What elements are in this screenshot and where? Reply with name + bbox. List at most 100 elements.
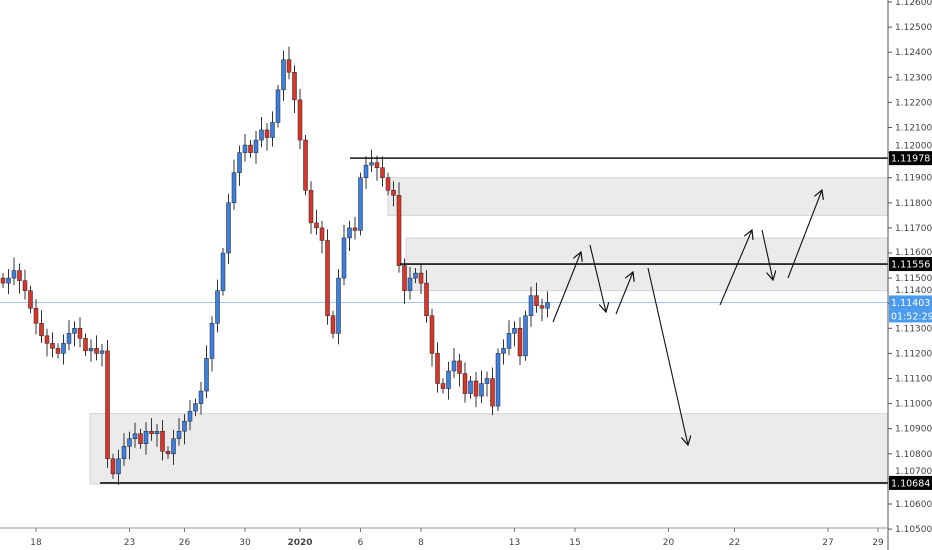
candle-up <box>99 350 105 354</box>
candle-up <box>369 162 374 166</box>
candle-up <box>154 430 160 434</box>
supply-demand-zone[interactable] <box>387 177 889 216</box>
candle-up <box>176 430 182 439</box>
candle-down <box>473 380 479 397</box>
level-price-label: 1.11556 <box>891 260 930 271</box>
candle-down <box>429 315 435 354</box>
candle-down <box>457 360 462 374</box>
candle-down <box>77 328 83 339</box>
y-tick-label: 1.10500 <box>895 525 932 535</box>
countdown-badge <box>889 309 932 323</box>
y-tick-label: 1.11500 <box>895 274 932 284</box>
x-tick-label: 26 <box>179 538 191 548</box>
candle-up <box>72 328 77 334</box>
x-tick-label: 20 <box>663 538 675 548</box>
y-tick-label: 1.11300 <box>895 324 932 334</box>
supply-demand-zone[interactable] <box>89 413 889 485</box>
countdown-label: 01:52:29 <box>891 311 932 322</box>
candle-down <box>391 190 396 196</box>
y-tick-label: 1.10700 <box>895 467 932 477</box>
candle-up <box>132 433 138 439</box>
levels-layer <box>100 157 888 484</box>
candle-up <box>506 333 512 349</box>
candle-down <box>490 378 495 407</box>
candle-down <box>396 195 402 266</box>
y-tick-label: 1.11600 <box>895 248 932 258</box>
candle-down <box>55 348 61 354</box>
candle-down <box>83 338 88 352</box>
y-tick-label: 1.12100 <box>895 124 932 134</box>
candle-down <box>374 162 380 168</box>
y-tick-label: 1.10800 <box>895 450 932 460</box>
current-price-label: 1.11403 <box>891 298 930 309</box>
candle-up <box>336 277 341 334</box>
candle-up <box>215 290 220 324</box>
level-price-badge <box>889 475 932 490</box>
candle-up <box>270 122 275 138</box>
candle-down <box>325 240 330 316</box>
candle-down <box>314 222 319 229</box>
y-tick-label: 1.11100 <box>895 375 932 385</box>
x-tick-label: 30 <box>239 538 251 548</box>
x-tick-label: 27 <box>822 538 833 548</box>
candle-down <box>424 282 429 316</box>
candle-down <box>517 328 523 357</box>
candle-down <box>39 323 44 337</box>
level-price-label: 1.11978 <box>891 154 930 165</box>
candle-up <box>143 430 149 445</box>
candle-down <box>50 343 55 349</box>
candle-down <box>248 144 253 153</box>
candle-up <box>187 410 193 422</box>
y-tick-label: 1.11800 <box>895 199 932 209</box>
y-tick-label: 1.12500 <box>895 23 932 33</box>
price-axis[interactable]: 1.12600 1.12500 1.12400 1.12300 1.12200 1.121… <box>888 0 932 535</box>
candle-up <box>182 420 187 432</box>
candle-down <box>418 272 424 284</box>
candle-down <box>44 335 50 344</box>
candle-up <box>413 272 418 279</box>
candle-down <box>138 433 143 445</box>
x-tick-label: 15 <box>569 538 580 548</box>
candle-down <box>308 190 314 224</box>
candle-up <box>479 383 484 397</box>
level-price-label: 1.10684 <box>891 478 930 489</box>
candle-down <box>435 353 440 384</box>
candle-down <box>539 305 545 309</box>
candle-up <box>347 227 352 239</box>
y-tick-label: 1.12200 <box>895 98 932 108</box>
x-tick-label: 8 <box>418 538 424 548</box>
candle-down <box>0 277 6 284</box>
x-tick-label: 29 <box>872 538 884 548</box>
projection-arrows <box>552 190 822 445</box>
candles-layer <box>0 46 550 485</box>
candle-up <box>11 270 17 279</box>
candle-up <box>121 446 127 460</box>
arrow-up-4 <box>787 190 822 279</box>
arrow-up-2 <box>615 272 633 315</box>
x-tick-label: 13 <box>509 538 520 548</box>
candle-up <box>253 139 259 153</box>
candle-up <box>198 390 204 404</box>
candle-down <box>297 99 303 141</box>
candle-up <box>528 295 534 317</box>
candle-up <box>242 144 248 153</box>
candle-up <box>66 333 72 344</box>
candle-up <box>237 152 242 173</box>
candle-up <box>6 277 11 284</box>
y-tick-label: 1.12300 <box>895 73 932 83</box>
y-tick-label: 1.11700 <box>895 224 932 234</box>
y-tick-label: 1.11400 <box>895 286 932 296</box>
candle-down <box>264 129 270 138</box>
candle-down <box>286 59 292 73</box>
y-tick-label: 1.11900 <box>895 174 932 184</box>
candle-down <box>165 451 171 455</box>
candle-up <box>358 177 363 231</box>
candle-down <box>17 270 22 281</box>
candle-up <box>451 360 457 372</box>
candle-down <box>380 167 385 178</box>
time-axis[interactable]: 18 23 26 30 2020 6 8 13 15 20 22 27 29 <box>30 528 884 548</box>
candle-down <box>33 307 39 324</box>
candle-up <box>275 89 281 123</box>
y-tick-label: 1.12600 <box>895 0 932 8</box>
